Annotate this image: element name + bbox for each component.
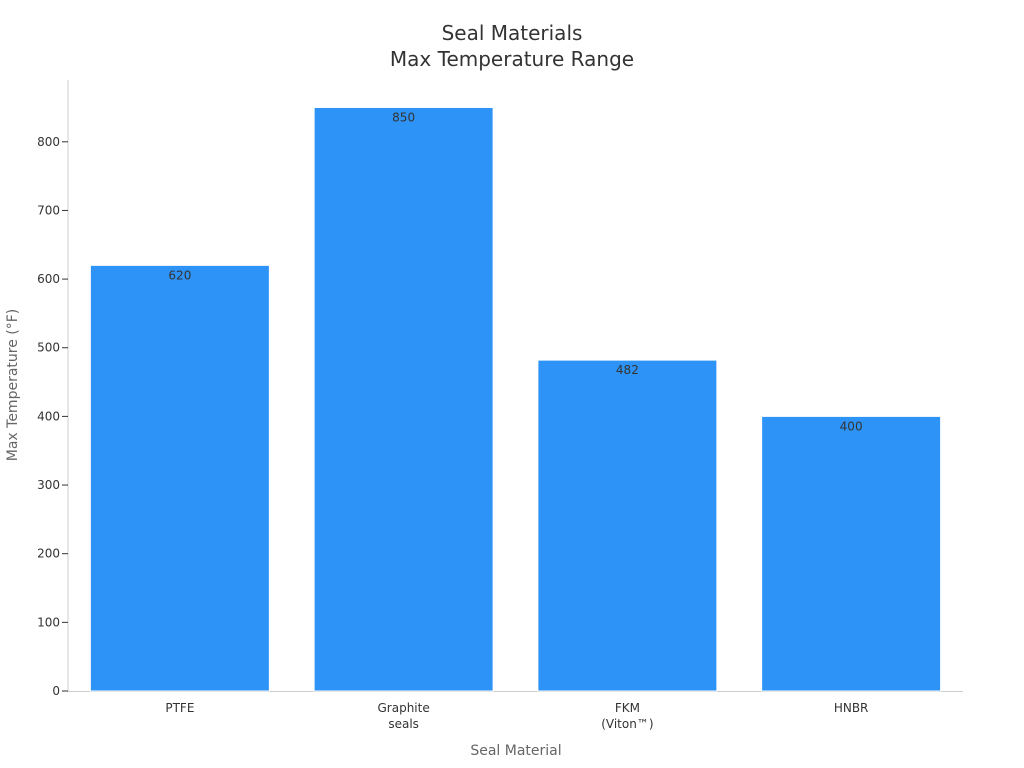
x-tick-label: FKM xyxy=(615,701,640,715)
x-tick-label: Graphite xyxy=(378,701,430,715)
y-tick-label: 300 xyxy=(37,478,60,492)
bar-data-label: 850 xyxy=(392,110,415,124)
y-tick-label: 600 xyxy=(37,272,60,286)
bar-data-label: 620 xyxy=(168,268,191,282)
x-tick-label: PTFE xyxy=(165,701,194,715)
y-tick-label: 700 xyxy=(37,203,60,217)
bar xyxy=(313,106,494,692)
bar-data-label: 400 xyxy=(840,419,863,433)
bar xyxy=(89,264,270,692)
bar-data-label: 482 xyxy=(616,363,639,377)
bar xyxy=(761,415,942,692)
y-tick-label: 0 xyxy=(52,684,60,698)
y-tick-label: 400 xyxy=(37,409,60,423)
chart-title-line-2: Max Temperature Range xyxy=(390,47,634,71)
y-tick-label: 500 xyxy=(37,341,60,355)
y-axis-title: Max Temperature (°F) xyxy=(5,309,21,462)
bar xyxy=(537,359,718,692)
x-tick-label: HNBR xyxy=(834,701,869,715)
x-tick-label: seals xyxy=(388,717,419,731)
y-tick-label: 800 xyxy=(37,135,60,149)
x-tick-label: (Viton™) xyxy=(601,717,653,731)
chart-title-line-1: Seal Materials xyxy=(442,21,583,45)
y-tick-label: 100 xyxy=(37,615,60,629)
plot-area: 0 100 200 300 400 500 600 700 800 620 PTFE 850 Graph… xyxy=(37,80,963,731)
y-tick-label: 200 xyxy=(37,547,60,561)
x-axis-title: Seal Material xyxy=(470,743,561,759)
